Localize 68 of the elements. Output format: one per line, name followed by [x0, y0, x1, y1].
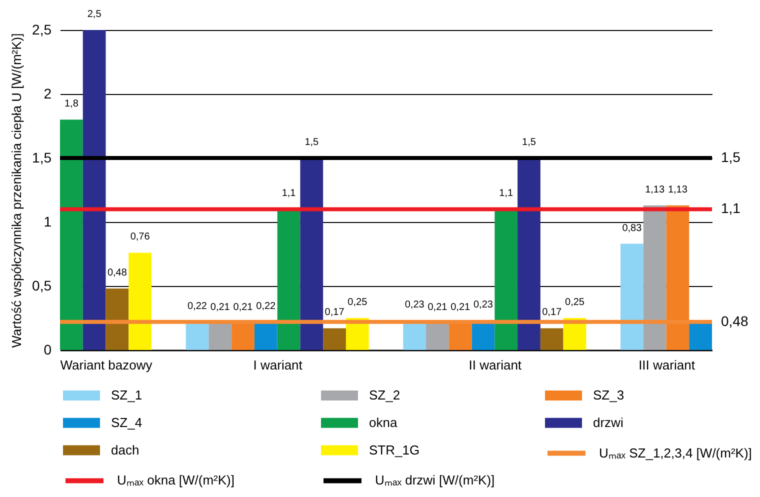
text: 0,48: [721, 312, 748, 329]
legend-label: Uₘₐₓ SZ_1,2,3,4 [W/(m²K)]: [599, 445, 752, 460]
data-label: 0,17: [324, 307, 345, 318]
bar: [448, 323, 472, 350]
bar: [300, 158, 324, 350]
bar: [208, 323, 232, 350]
bar: [666, 205, 690, 350]
data-label: 1,13: [668, 184, 688, 196]
x-tick-label: II wariant: [468, 358, 522, 372]
bar: [254, 322, 278, 350]
data-label: 0,83: [622, 222, 642, 234]
bar: [494, 209, 518, 350]
legend-label: Uₘₐₓ drzwi [W/(m²K)]: [375, 472, 495, 488]
data-label: 0,23: [404, 300, 425, 311]
y-tick-label: 1: [44, 214, 52, 230]
legend-label: okna: [369, 414, 398, 430]
bar: [643, 205, 666, 350]
y-tick-label: 0: [44, 342, 52, 358]
y-axis-title: Wartość współczynnika przenikania ciepła U [W/(m²K)]: [9, 33, 24, 348]
data-label: 0,21: [428, 302, 448, 314]
data-label: 0,25: [348, 297, 368, 308]
data-label: 1,1: [282, 188, 296, 200]
bar: [60, 120, 83, 350]
bar: [620, 244, 644, 350]
data-label: 0,22: [256, 300, 276, 312]
legend-label: SZ_2: [369, 388, 400, 402]
text: 1,5: [721, 149, 741, 165]
bar: [128, 252, 152, 350]
data-label: 2,5: [87, 9, 102, 20]
data-label: 0,48: [107, 268, 128, 279]
text: 1,1: [721, 200, 741, 216]
data-label: 0,21: [450, 302, 471, 314]
y-tick-label: 2: [44, 86, 52, 102]
legend-label: STR_1G: [369, 442, 420, 458]
bar: [689, 322, 712, 350]
x-tick-label: III wariant: [638, 358, 696, 372]
y-tick-label: 1,5: [32, 150, 52, 166]
data-label: 0,21: [233, 302, 254, 314]
data-label: 1,5: [522, 137, 536, 148]
bar: [540, 328, 564, 350]
bar: [323, 328, 346, 350]
legend-label: drzwi: [593, 414, 624, 430]
data-label: 0,76: [130, 232, 150, 243]
legend-label: dach: [111, 442, 140, 458]
data-label: 0,17: [542, 307, 562, 318]
legend-label: Uₘₐₓ okna [W/(m²K)]: [117, 472, 234, 488]
y-tick-label: 0,5: [32, 278, 52, 294]
bar: [82, 30, 106, 350]
x-tick-label: I wariant: [253, 358, 303, 372]
bar: [186, 322, 209, 350]
data-label: 1,1: [499, 188, 514, 200]
y-tick-label: 2,5: [32, 22, 52, 38]
data-label: 0,25: [565, 297, 585, 308]
data-label: 1,13: [645, 184, 665, 196]
x-tick-label: Wariant bazowy: [60, 358, 153, 372]
bar: [426, 323, 449, 350]
data-label: 1,8: [64, 98, 79, 110]
bar: [277, 209, 300, 350]
data-label: 0,21: [210, 302, 230, 314]
bar: [518, 158, 540, 350]
data-label: 0,23: [473, 300, 494, 311]
data-label: 0,22: [188, 300, 208, 312]
legend-label: SZ_3: [593, 388, 624, 402]
legend-label: SZ_1: [111, 388, 142, 402]
legend-label: SZ_4: [111, 414, 142, 430]
data-label: 1,5: [304, 137, 320, 148]
bar: [232, 323, 254, 350]
bar: [106, 288, 129, 350]
